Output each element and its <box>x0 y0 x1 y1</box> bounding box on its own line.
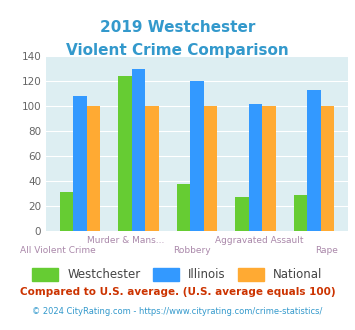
Bar <box>204 106 217 231</box>
Text: Robbery: Robbery <box>174 246 211 255</box>
Bar <box>60 192 73 231</box>
Text: Murder & Mans...: Murder & Mans... <box>87 236 164 245</box>
Text: © 2024 CityRating.com - https://www.cityrating.com/crime-statistics/: © 2024 CityRating.com - https://www.city… <box>32 307 323 316</box>
Bar <box>190 81 204 231</box>
Bar <box>73 96 87 231</box>
Bar <box>321 106 334 231</box>
Text: 2019 Westchester: 2019 Westchester <box>100 20 255 35</box>
Bar <box>294 195 307 231</box>
Bar <box>249 104 262 231</box>
Bar <box>262 106 276 231</box>
Text: Violent Crime Comparison: Violent Crime Comparison <box>66 43 289 58</box>
Legend: Westchester, Illinois, National: Westchester, Illinois, National <box>28 263 327 286</box>
Bar <box>307 90 321 231</box>
Bar <box>132 69 145 231</box>
Bar <box>145 106 159 231</box>
Bar <box>235 197 249 231</box>
Bar <box>177 183 190 231</box>
Text: All Violent Crime: All Violent Crime <box>20 246 96 255</box>
Text: Rape: Rape <box>315 246 338 255</box>
Bar <box>118 76 132 231</box>
Text: Aggravated Assault: Aggravated Assault <box>215 236 304 245</box>
Bar <box>87 106 100 231</box>
Text: Compared to U.S. average. (U.S. average equals 100): Compared to U.S. average. (U.S. average … <box>20 287 335 297</box>
